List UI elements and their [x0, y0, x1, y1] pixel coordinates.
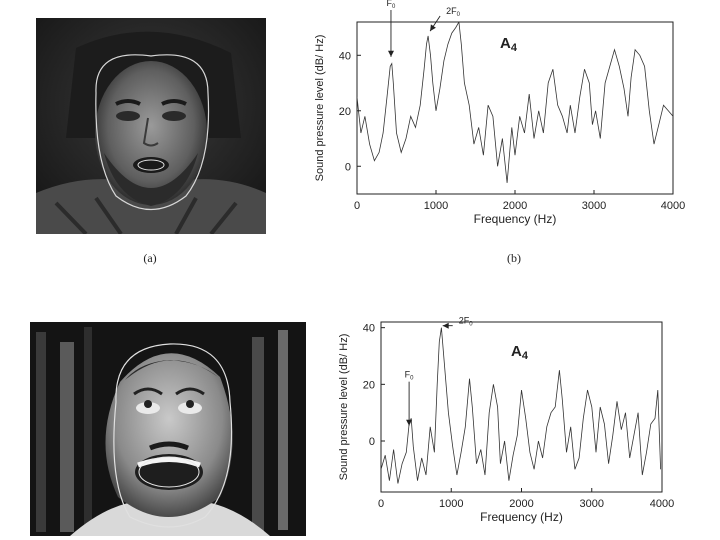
annotation-label: 2F0 [459, 316, 474, 328]
x-tick-label: 3000 [580, 498, 604, 510]
y-axis-label: Sound pressure level (dB/ Hz) [314, 35, 326, 182]
x-tick-label: 1000 [439, 498, 463, 510]
annotation-label: F0 [387, 0, 397, 10]
chart-bottom: 0 1000 2000 3000 4000 0 20 40 Frequency (Hz) Soun… [338, 316, 674, 524]
y-tick-label: 20 [363, 379, 375, 391]
spectrum-line [381, 327, 661, 484]
chart-top: 0 1000 2000 3000 4000 0 20 40 Frequency (Hz) Soun… [314, 0, 685, 226]
annotation-arrowhead [388, 50, 394, 57]
x-tick-label: 0 [378, 498, 384, 510]
x-axis-label: Frequency (Hz) [480, 510, 563, 524]
annotation-arrowhead [430, 24, 436, 32]
annotation-label: F0 [405, 370, 415, 382]
caption-a: (a) [143, 251, 157, 265]
x-tick-label: 3000 [582, 200, 606, 212]
singer-photo-top [36, 18, 266, 234]
y-tick-label: 0 [369, 436, 375, 448]
y-tick-label: 0 [345, 161, 351, 173]
caption-b: (b) [507, 251, 521, 265]
x-tick-label: 1000 [424, 200, 448, 212]
x-tick-label: 2000 [503, 200, 527, 212]
x-tick-label: 0 [354, 200, 360, 212]
y-tick-label: 40 [363, 323, 375, 335]
y-axis-label: Sound pressure level (dB/ Hz) [338, 334, 350, 481]
x-axis-label: Frequency (Hz) [474, 212, 557, 226]
singer-photo-bottom [30, 322, 306, 536]
y-tick-label: 20 [339, 106, 351, 118]
chart-title: A4 [511, 343, 529, 362]
x-tick-label: 2000 [509, 498, 533, 510]
x-tick-label: 4000 [650, 498, 674, 510]
chart-title: A4 [500, 35, 518, 54]
y-tick-label: 40 [339, 50, 351, 62]
annotation-arrowhead [442, 322, 449, 329]
spectrum-line [357, 22, 673, 183]
x-tick-label: 4000 [661, 200, 685, 212]
annotation-arrowhead [406, 419, 413, 426]
annotation-label: 2F0 [446, 6, 461, 18]
